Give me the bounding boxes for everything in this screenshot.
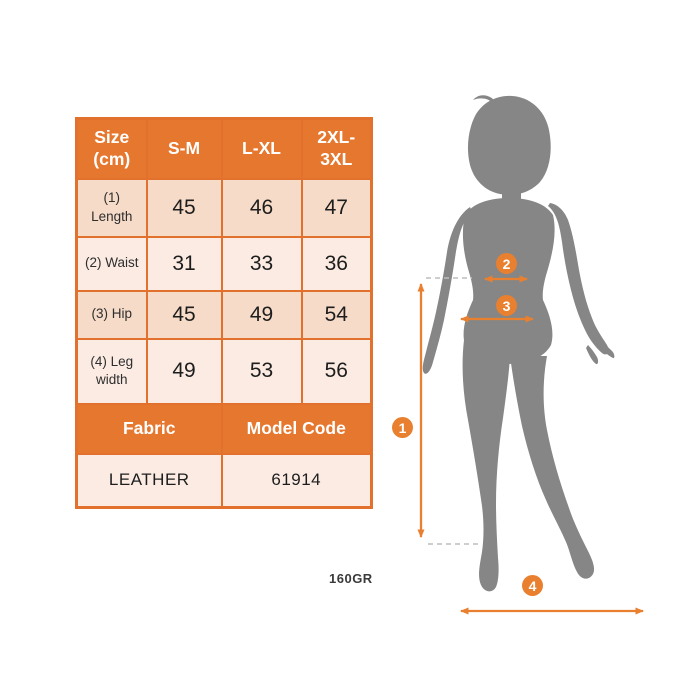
size-table: Size (cm) S-M L-XL 2XL- 3XL (1) Length 4… [75, 117, 373, 509]
hip-2xl-3xl: 54 [300, 289, 373, 340]
table-header-row: Size (cm) S-M L-XL 2XL- 3XL [75, 117, 373, 180]
table-row-hip: (3) Hip 45 49 54 [75, 289, 373, 340]
waist-2xl-3xl: 36 [300, 235, 373, 292]
model-code-value: 61914 [220, 452, 373, 509]
row-label-length: (1) Length [75, 177, 148, 238]
table-info-value-row: LEATHER 61914 [75, 452, 373, 509]
row-label-waist: (2) Waist [75, 235, 148, 292]
header-2xl-3xl: 2XL- 3XL [300, 117, 373, 180]
table-row-length: (1) Length 45 46 47 [75, 177, 373, 238]
header-model-code: Model Code [220, 402, 373, 455]
waist-l-xl: 33 [220, 235, 303, 292]
weight-note: 160GR [329, 571, 373, 586]
table-info-header-row: Fabric Model Code [75, 402, 373, 455]
row-label-hip: (3) Hip [75, 289, 148, 340]
woman-silhouette-icon [422, 95, 615, 592]
length-2xl-3xl: 47 [300, 177, 373, 238]
leg-width-s-m: 49 [145, 337, 223, 405]
length-s-m: 45 [145, 177, 223, 238]
measure-badge-2: 2 [496, 253, 517, 274]
fabric-value: LEATHER [75, 452, 223, 509]
table-row-leg-width: (4) Leg width 49 53 56 [75, 337, 373, 405]
waist-s-m: 31 [145, 235, 223, 292]
row-label-leg-width: (4) Leg width [75, 337, 148, 405]
header-fabric: Fabric [75, 402, 223, 455]
measure-badge-1: 1 [392, 417, 413, 438]
table-row-waist: (2) Waist 31 33 36 [75, 235, 373, 292]
measure-badge-3: 3 [496, 295, 517, 316]
header-s-m: S-M [145, 117, 223, 180]
header-l-xl: L-XL [220, 117, 303, 180]
header-size-cm: Size (cm) [75, 117, 148, 180]
length-l-xl: 46 [220, 177, 303, 238]
hip-s-m: 45 [145, 289, 223, 340]
measure-badge-4: 4 [522, 575, 543, 596]
leg-width-l-xl: 53 [220, 337, 303, 405]
leg-width-2xl-3xl: 56 [300, 337, 373, 405]
hip-l-xl: 49 [220, 289, 303, 340]
